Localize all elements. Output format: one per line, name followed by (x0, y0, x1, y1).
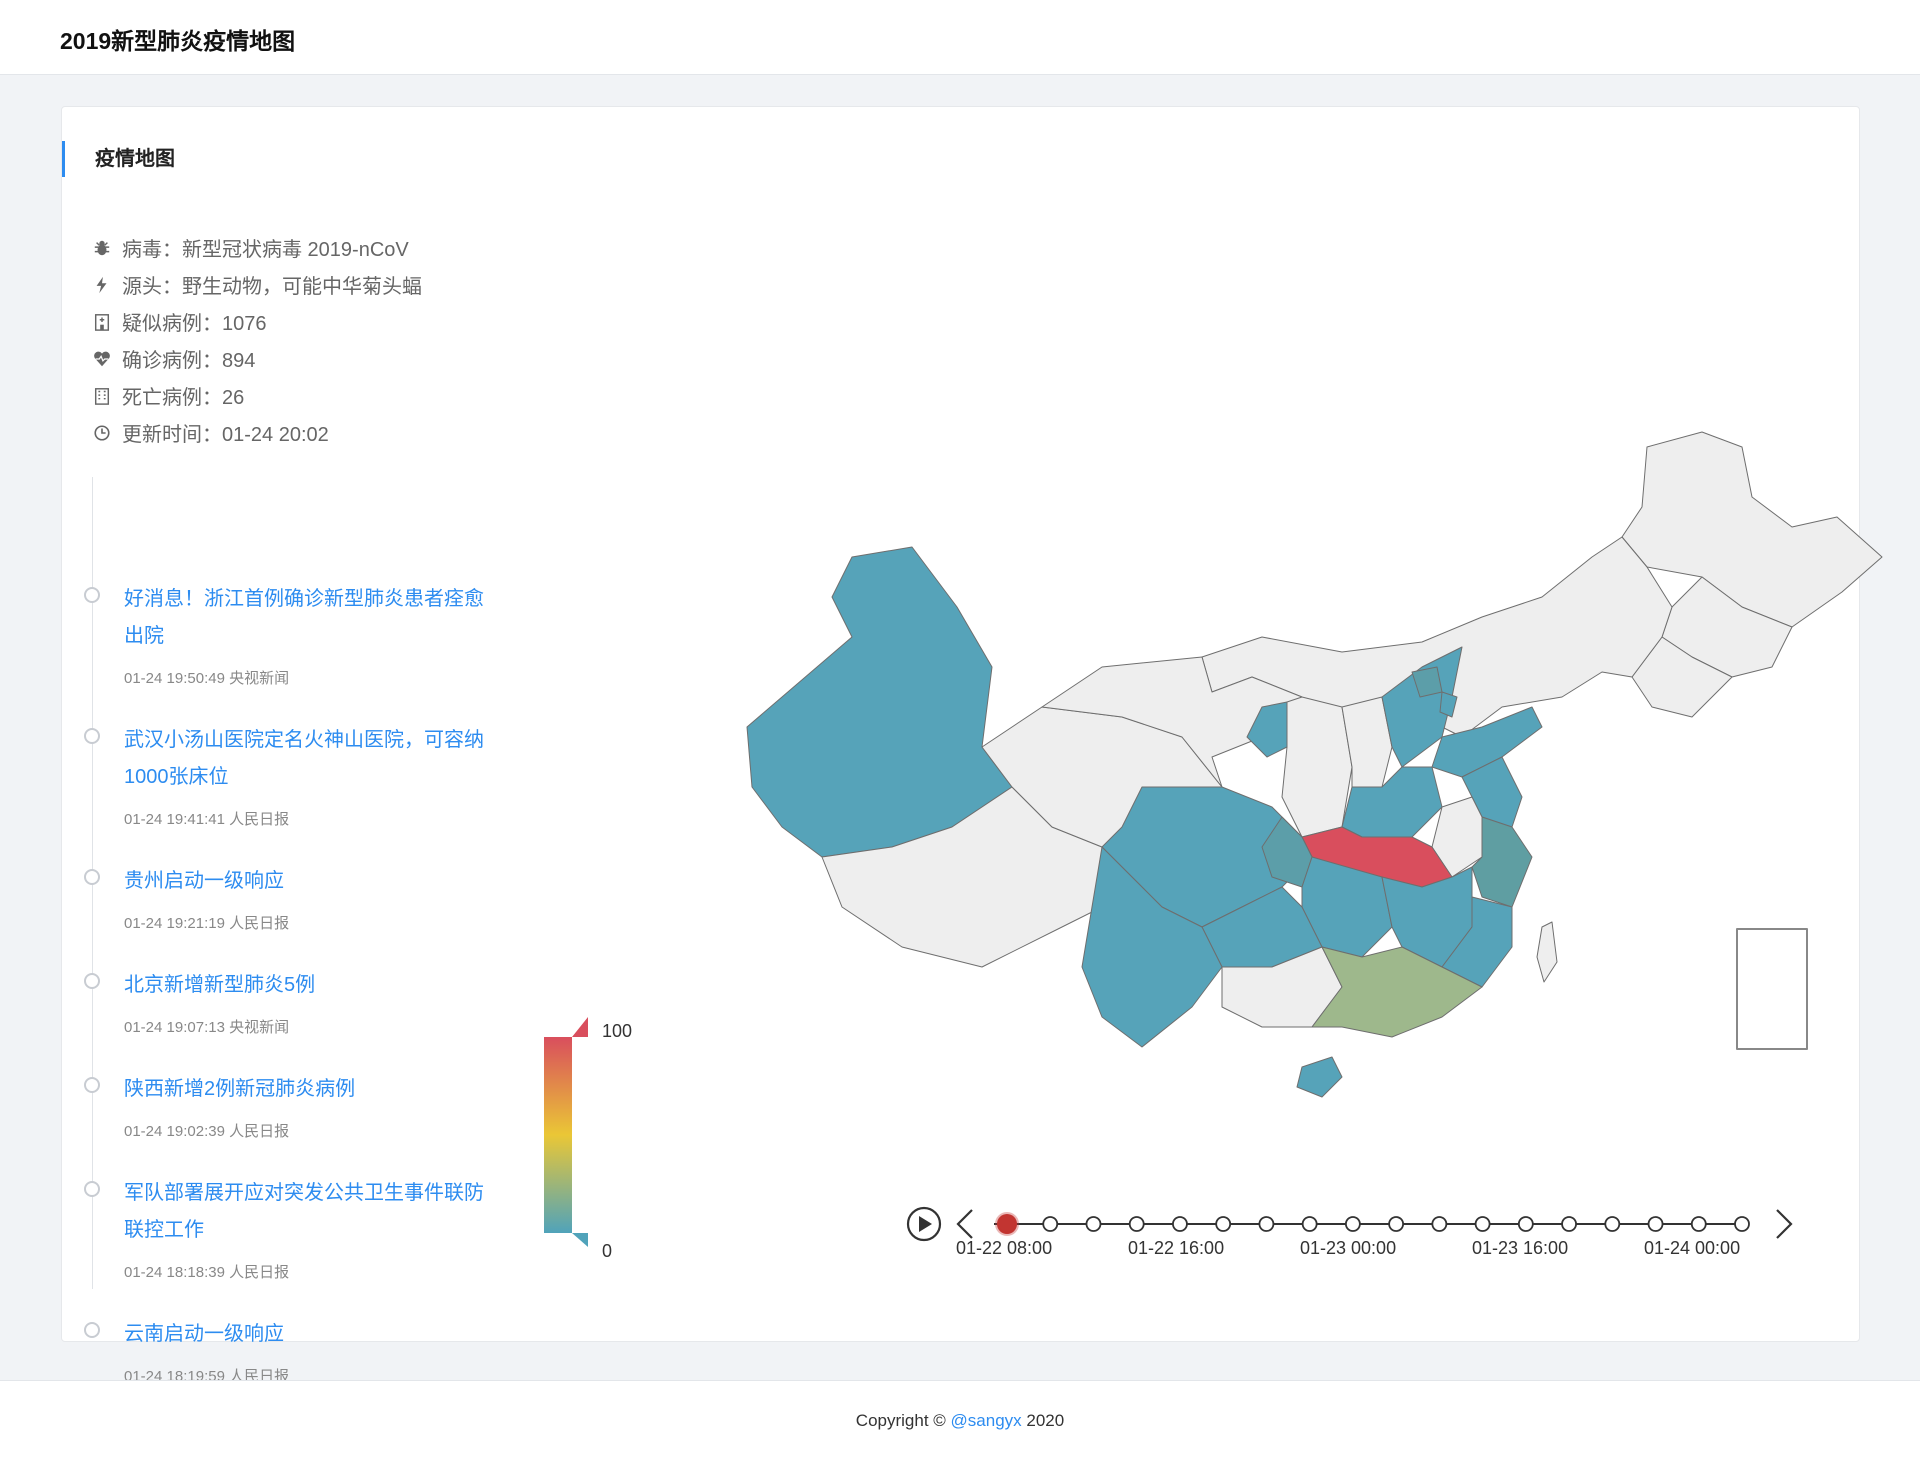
copyright-year: 2020 (1021, 1411, 1065, 1430)
timeline-node[interactable] (1388, 1216, 1405, 1232)
map-region-guangdong[interactable] (1311, 946, 1483, 1038)
timeline-label: 01-22 08:00 (956, 1238, 1053, 1258)
news-meta: 01-24 19:21:19 人民日报 (124, 915, 290, 932)
source-text: 源头：野生动物，可能中华菊头蝠 (122, 276, 422, 298)
author-link[interactable]: @sangyx (950, 1411, 1022, 1430)
news-meta: 01-24 19:41:41 人民日报 (124, 811, 290, 828)
suspected-row: 疑似病例：1076 (92, 303, 422, 340)
legend-min-handle[interactable] (572, 1233, 588, 1247)
timeline-node[interactable] (1647, 1216, 1664, 1232)
bug-icon (92, 238, 112, 258)
news-meta: 01-24 19:02:39 人民日报 (124, 1123, 290, 1140)
deaths-row: 死亡病例：26 (92, 377, 422, 414)
bolt-icon (92, 275, 112, 295)
timeline-node[interactable] (1561, 1216, 1577, 1232)
timeline-dot (84, 1181, 100, 1197)
map-region-zhejiang[interactable] (1471, 816, 1533, 908)
timeline-node[interactable] (1604, 1216, 1621, 1232)
timeline-label: 01-24 00:00 (1644, 1238, 1741, 1258)
next-button[interactable] (1776, 1209, 1793, 1239)
timeline-dot (84, 973, 100, 989)
timeline-node[interactable] (1085, 1216, 1102, 1232)
timeline-node[interactable] (1042, 1216, 1059, 1232)
timeline-dot (84, 869, 100, 885)
timeline-node[interactable] (1344, 1216, 1361, 1232)
timeline-label: 01-22 16:00 (1128, 1238, 1225, 1258)
legend-min-label: 0 (602, 1241, 613, 1261)
timeline-node[interactable] (1690, 1216, 1707, 1232)
timeline-node-current[interactable] (995, 1212, 1019, 1236)
map-region-xinjiang[interactable] (746, 546, 1013, 858)
info-panel: 病毒：新型冠状病毒 2019-nCoV 源头：野生动物，可能中华菊头蝠 疑似病例… (92, 229, 422, 451)
news-link[interactable]: 贵州启动一级响应 (124, 870, 284, 892)
legend-max-label: 100 (602, 1021, 633, 1041)
footer: Copyright © @sangyx 2020 (0, 1380, 1920, 1459)
news-meta: 01-24 19:50:49 央视新闻 (124, 670, 290, 687)
confirmed-row: 确诊病例：894 (92, 340, 422, 377)
play-icon (919, 1216, 932, 1232)
china-map[interactable] (742, 407, 1912, 1287)
timeline-node[interactable] (1258, 1216, 1275, 1232)
suspected-text: 疑似病例：1076 (122, 313, 267, 335)
timeline-label: 01-23 00:00 (1300, 1238, 1397, 1258)
source-row: 源头：野生动物，可能中华菊头蝠 (92, 266, 422, 303)
building-icon (92, 386, 112, 406)
timeline-node[interactable] (1128, 1216, 1145, 1232)
legend-gradient-bar[interactable] (544, 1037, 572, 1233)
news-link[interactable]: 武汉小汤山医院定名火神山医院，可容纳1000张床位 (124, 729, 484, 788)
news-link[interactable]: 北京新增新型肺炎5例 (124, 974, 316, 996)
prev-button[interactable] (956, 1209, 973, 1239)
timeline-dot (84, 587, 100, 603)
timeline-node[interactable] (1474, 1216, 1491, 1232)
timeline-dot (84, 1077, 100, 1093)
copyright: Copyright © @sangyx 2020 (0, 1411, 1920, 1431)
map-region-shaanxi[interactable] (1281, 696, 1353, 838)
card-title: 疫情地图 (62, 141, 175, 177)
news-meta: 01-24 19:07:13 央视新闻 (124, 1019, 290, 1036)
heartbeat-icon (92, 349, 112, 369)
news-meta: 01-24 18:18:39 人民日报 (124, 1264, 290, 1281)
news-link[interactable]: 陕西新增2例新冠肺炎病例 (124, 1078, 356, 1100)
timeline-dot (84, 728, 100, 744)
confirmed-text: 确诊病例：894 (122, 350, 256, 372)
timeline-control[interactable] (842, 1202, 1802, 1282)
play-button[interactable] (906, 1206, 942, 1242)
virus-text: 病毒：新型冠状病毒 2019-nCoV (122, 239, 409, 261)
legend-max-handle[interactable] (572, 1017, 588, 1037)
timeline-label: 01-23 16:00 (1472, 1238, 1569, 1258)
timeline-dot (84, 1322, 100, 1338)
deaths-text: 死亡病例：26 (122, 387, 245, 409)
updated-row: 更新时间：01-24 20:02 (92, 414, 422, 451)
hospital-icon (92, 312, 112, 332)
map-region-ningxia[interactable] (1246, 701, 1288, 758)
clock-icon (92, 423, 112, 443)
news-link[interactable]: 好消息！浙江首例确诊新型肺炎患者痊愈出院 (124, 588, 484, 647)
timeline-nodes[interactable] (995, 1212, 1750, 1236)
map-region-taiwan[interactable] (1536, 921, 1558, 983)
news-link[interactable]: 云南启动一级响应 (124, 1323, 284, 1345)
visual-map-legend[interactable]: 100 0 (544, 1017, 664, 1261)
south-china-sea-inset (1736, 928, 1808, 1050)
map-region-yunnan[interactable] (1081, 846, 1223, 1048)
page-title: 2019新型肺炎疫情地图 (60, 28, 296, 54)
timeline-node[interactable] (1431, 1216, 1448, 1232)
news-link[interactable]: 军队部署展开应对突发公共卫生事件联防联控工作 (124, 1182, 484, 1241)
updated-text: 更新时间：01-24 20:02 (122, 424, 329, 446)
map-region-tianjin[interactable] (1439, 691, 1458, 718)
timeline-node[interactable] (1215, 1216, 1232, 1232)
map-region-hainan[interactable] (1296, 1056, 1343, 1098)
virus-row: 病毒：新型冠状病毒 2019-nCoV (92, 229, 422, 266)
timeline-labels: 01-22 08:00 01-22 16:00 01-23 00:00 01-2… (842, 1202, 1802, 1282)
map-card: 疫情地图 病毒：新型冠状病毒 2019-nCoV 源头：野生动物，可能中华菊头蝠… (61, 106, 1883, 1385)
timeline-node[interactable] (1734, 1216, 1750, 1232)
timeline-node[interactable] (1172, 1216, 1188, 1232)
timeline-node[interactable] (1301, 1216, 1318, 1232)
timeline-node[interactable] (1517, 1216, 1534, 1232)
map-region-shandong[interactable] (1431, 706, 1543, 778)
copyright-prefix: Copyright © (855, 1411, 951, 1430)
top-bar: 2019新型肺炎疫情地图 (0, 0, 1920, 75)
